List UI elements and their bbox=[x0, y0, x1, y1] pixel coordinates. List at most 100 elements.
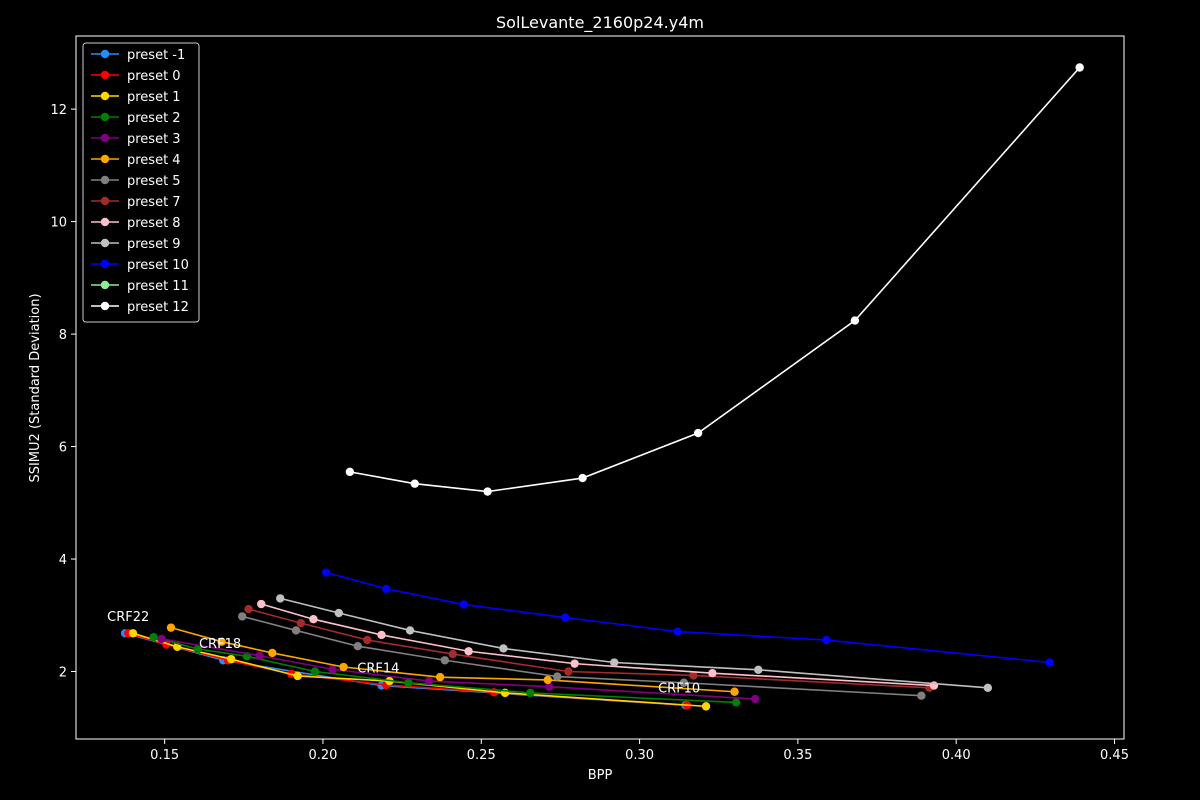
legend-label: preset 1 bbox=[127, 90, 181, 105]
legend-label: preset 4 bbox=[127, 153, 181, 168]
data-point bbox=[244, 604, 253, 614]
data-point bbox=[545, 682, 554, 691]
data-point bbox=[255, 651, 264, 660]
data-point bbox=[564, 667, 573, 676]
data-point bbox=[673, 627, 682, 636]
legend-marker bbox=[100, 154, 110, 164]
x-tick-label: 0.30 bbox=[625, 748, 654, 763]
data-point bbox=[464, 647, 473, 656]
data-point bbox=[750, 694, 760, 704]
y-tick-label: 10 bbox=[50, 216, 67, 231]
legend-marker bbox=[100, 280, 110, 290]
y-tick-label: 6 bbox=[59, 441, 67, 456]
data-point bbox=[448, 649, 457, 659]
data-point bbox=[291, 626, 301, 635]
data-point bbox=[268, 648, 277, 658]
legend-marker bbox=[100, 217, 110, 227]
data-point bbox=[257, 599, 266, 609]
data-point bbox=[850, 316, 860, 325]
data-point bbox=[149, 633, 158, 642]
legend-label: preset 2 bbox=[127, 111, 181, 126]
y-tick-label: 8 bbox=[59, 328, 67, 343]
annotation-label: CRF22 bbox=[107, 610, 149, 625]
legend-marker bbox=[100, 175, 110, 185]
data-point bbox=[405, 626, 415, 635]
data-point bbox=[499, 644, 508, 653]
data-point bbox=[1075, 63, 1084, 72]
data-point bbox=[754, 665, 763, 675]
x-tick-label: 0.25 bbox=[467, 748, 496, 763]
annotation-label: CRF10 bbox=[658, 681, 700, 696]
data-point bbox=[543, 675, 552, 685]
data-point bbox=[293, 671, 302, 681]
data-point bbox=[917, 691, 926, 700]
data-point bbox=[1045, 658, 1054, 667]
data-point bbox=[193, 644, 203, 654]
data-point bbox=[560, 613, 570, 622]
y-tick-label: 4 bbox=[59, 553, 67, 568]
data-point bbox=[339, 662, 348, 672]
data-point bbox=[578, 473, 587, 483]
legend-marker bbox=[100, 49, 110, 59]
x-tick-label: 0.20 bbox=[308, 748, 337, 763]
legend-label: preset 0 bbox=[127, 69, 181, 84]
legend-marker bbox=[100, 259, 110, 269]
data-point bbox=[166, 623, 176, 632]
data-point bbox=[334, 608, 343, 618]
series-line bbox=[161, 638, 756, 700]
legend-marker bbox=[100, 70, 110, 80]
data-point bbox=[679, 678, 689, 687]
data-point bbox=[128, 629, 138, 638]
chart-title: SolLevante_2160p24.y4m bbox=[496, 13, 704, 33]
annotation-label: CRF14 bbox=[357, 662, 399, 677]
data-point bbox=[345, 467, 355, 477]
data-point bbox=[410, 479, 419, 488]
legend-marker bbox=[100, 238, 110, 248]
data-point bbox=[440, 656, 450, 665]
data-point bbox=[321, 568, 331, 577]
legend-marker bbox=[100, 301, 110, 311]
data-point bbox=[309, 615, 318, 624]
legend-label: preset 10 bbox=[127, 258, 189, 273]
data-point bbox=[459, 600, 469, 609]
data-point bbox=[435, 672, 445, 682]
plot-frame bbox=[75, 35, 1125, 740]
annotation-label: CRF18 bbox=[199, 637, 241, 652]
data-point bbox=[382, 584, 391, 594]
x-tick-label: 0.45 bbox=[1100, 748, 1129, 763]
y-axis-title: SSIMU2 (Standard Deviation) bbox=[28, 293, 43, 482]
y-tick-label: 2 bbox=[59, 666, 67, 681]
data-point bbox=[217, 637, 226, 646]
data-point bbox=[983, 683, 993, 693]
legend-marker bbox=[100, 196, 110, 206]
data-point bbox=[610, 658, 619, 667]
data-point bbox=[238, 612, 247, 621]
data-point bbox=[310, 667, 320, 676]
data-point bbox=[570, 659, 579, 668]
legend-label: preset 3 bbox=[127, 132, 181, 147]
data-point bbox=[483, 487, 492, 496]
data-point bbox=[226, 654, 236, 664]
legend-marker bbox=[100, 91, 110, 101]
data-point bbox=[689, 671, 698, 680]
y-tick-label: 12 bbox=[50, 103, 67, 118]
legend-label: preset 9 bbox=[127, 237, 181, 252]
legend-label: preset 7 bbox=[127, 195, 181, 210]
data-point bbox=[296, 618, 305, 628]
x-tick-label: 0.15 bbox=[150, 748, 179, 763]
data-point bbox=[424, 676, 434, 686]
data-point bbox=[328, 665, 337, 674]
legend-label: preset 11 bbox=[127, 279, 189, 294]
data-point bbox=[553, 672, 562, 681]
data-point bbox=[822, 635, 831, 645]
data-point bbox=[731, 698, 741, 707]
data-point bbox=[363, 635, 372, 645]
data-point bbox=[526, 688, 535, 698]
legend-marker bbox=[100, 133, 110, 143]
legend-label: preset 5 bbox=[127, 174, 181, 189]
legend-label: preset -1 bbox=[127, 48, 185, 63]
legend-box bbox=[82, 42, 200, 323]
legend-label: preset 12 bbox=[127, 300, 189, 315]
